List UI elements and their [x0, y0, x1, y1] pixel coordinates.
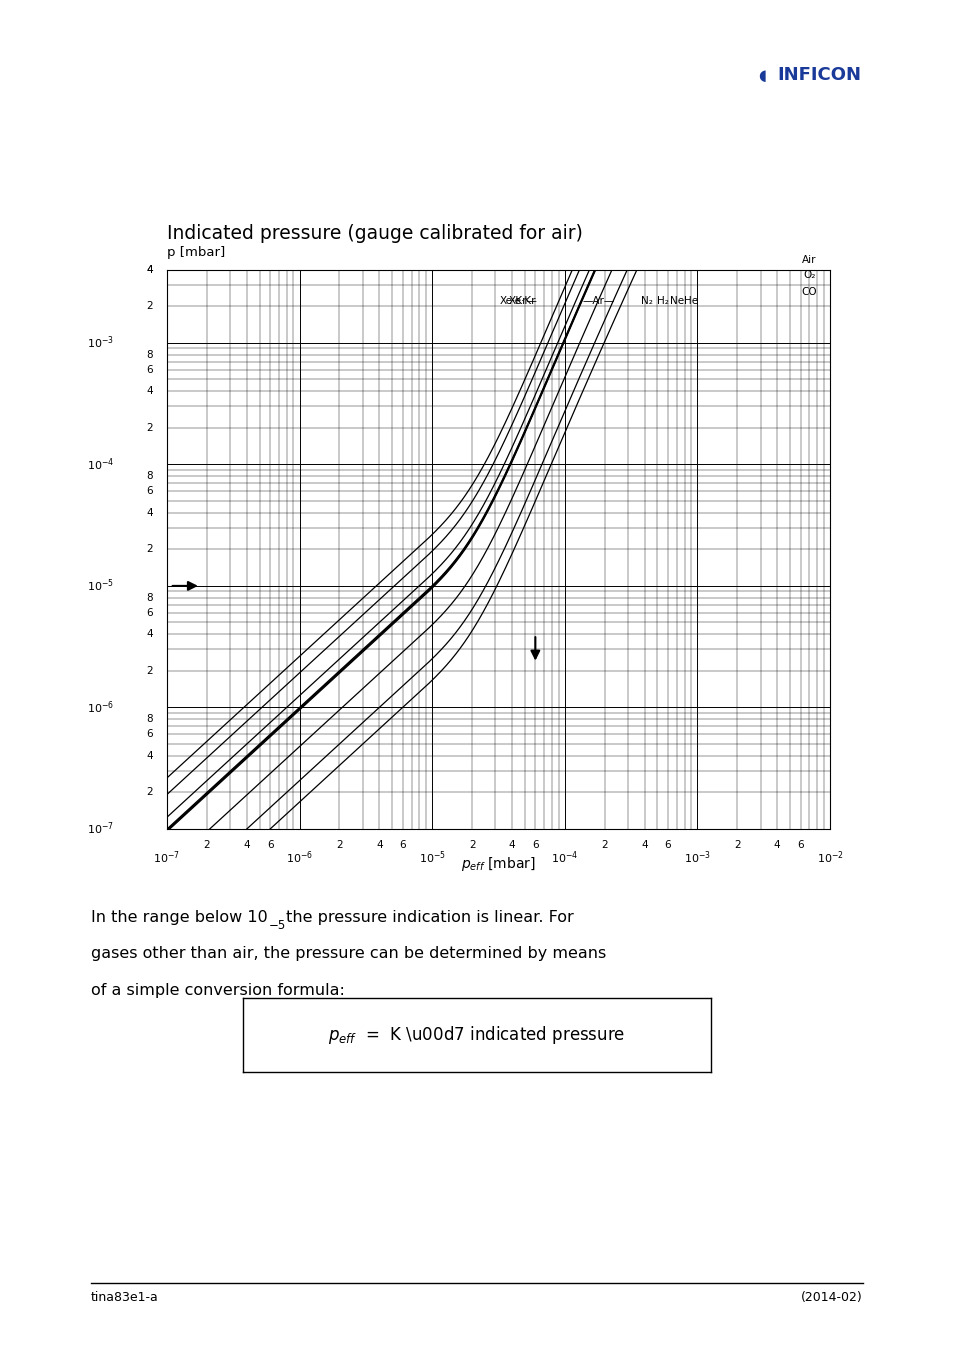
Text: Ne: Ne — [669, 297, 683, 306]
Text: 2: 2 — [335, 840, 342, 851]
Text: 2: 2 — [468, 840, 475, 851]
Text: ◖: ◖ — [758, 67, 765, 84]
Text: 6: 6 — [664, 840, 671, 851]
Text: $10^{-3}$: $10^{-3}$ — [683, 849, 710, 867]
Text: H₂: H₂ — [657, 297, 668, 306]
Text: 2: 2 — [146, 787, 152, 798]
Text: 2: 2 — [146, 666, 152, 675]
Text: 2: 2 — [146, 301, 152, 311]
Text: $10^{-3}$: $10^{-3}$ — [87, 334, 114, 350]
Text: —Ar—: —Ar— — [582, 297, 614, 306]
Text: $10^{-5}$: $10^{-5}$ — [87, 577, 114, 594]
Text: $p_{eff}$ [mbar]: $p_{eff}$ [mbar] — [460, 855, 535, 872]
Text: 8: 8 — [146, 470, 152, 481]
Text: 8: 8 — [146, 349, 152, 360]
Text: 4: 4 — [146, 264, 152, 275]
Text: 4: 4 — [640, 840, 647, 851]
Text: p [mbar]: p [mbar] — [167, 245, 225, 259]
Text: (2014-02): (2014-02) — [801, 1291, 862, 1305]
Text: 8: 8 — [146, 714, 152, 724]
Text: 6: 6 — [146, 487, 152, 496]
Text: Xe·Kr: Xe·Kr — [508, 297, 536, 306]
Text: He: He — [683, 297, 698, 306]
Text: 6: 6 — [146, 608, 152, 617]
Text: $p_{eff}$  =  K \u00d7 indicated pressure: $p_{eff}$ = K \u00d7 indicated pressure — [328, 1023, 625, 1046]
Text: 2: 2 — [146, 423, 152, 433]
Text: 2: 2 — [203, 840, 210, 851]
Text: 4: 4 — [146, 386, 152, 396]
Text: $10^{-6}$: $10^{-6}$ — [286, 849, 313, 867]
Text: 4: 4 — [773, 840, 780, 851]
Text: Air: Air — [801, 255, 816, 264]
Text: 6: 6 — [146, 729, 152, 740]
Text: 6: 6 — [399, 840, 406, 851]
Text: $10^{-7}$: $10^{-7}$ — [153, 849, 180, 867]
Text: CO: CO — [801, 287, 817, 297]
Text: $10^{-6}$: $10^{-6}$ — [87, 700, 114, 716]
Text: $10^{-4}$: $10^{-4}$ — [551, 849, 578, 867]
Text: 4: 4 — [243, 840, 250, 851]
Text: 6: 6 — [797, 840, 803, 851]
Text: 6: 6 — [146, 365, 152, 375]
Text: tina83e1-a: tina83e1-a — [91, 1291, 158, 1305]
Text: 6: 6 — [532, 840, 538, 851]
Text: 4: 4 — [508, 840, 515, 851]
Text: 8: 8 — [146, 593, 152, 603]
Text: gases other than air, the pressure can be determined by means: gases other than air, the pressure can b… — [91, 946, 605, 961]
Text: N₂: N₂ — [640, 297, 653, 306]
Text: −5: −5 — [269, 919, 286, 933]
Text: 4: 4 — [146, 751, 152, 760]
Text: $10^{-2}$: $10^{-2}$ — [816, 849, 842, 867]
Text: 4: 4 — [146, 264, 152, 275]
Text: 2: 2 — [733, 840, 740, 851]
Text: of a simple conversion formula:: of a simple conversion formula: — [91, 983, 344, 998]
Text: 2: 2 — [600, 840, 607, 851]
Text: 2: 2 — [146, 545, 152, 554]
Text: Xe·Kr—: Xe·Kr— — [499, 297, 537, 306]
Text: O₂: O₂ — [802, 270, 815, 280]
Text: INFICON: INFICON — [777, 66, 861, 85]
Text: the pressure indication is linear. For: the pressure indication is linear. For — [281, 910, 574, 925]
Text: 4: 4 — [146, 630, 152, 639]
Text: 4: 4 — [146, 508, 152, 518]
Text: $10^{-5}$: $10^{-5}$ — [418, 849, 445, 867]
Text: 6: 6 — [267, 840, 274, 851]
Text: $10^{-7}$: $10^{-7}$ — [87, 821, 114, 837]
Text: In the range below 10: In the range below 10 — [91, 910, 267, 925]
Text: $10^{-4}$: $10^{-4}$ — [87, 456, 114, 473]
Text: 4: 4 — [375, 840, 382, 851]
Text: Indicated pressure (gauge calibrated for air): Indicated pressure (gauge calibrated for… — [167, 224, 582, 243]
